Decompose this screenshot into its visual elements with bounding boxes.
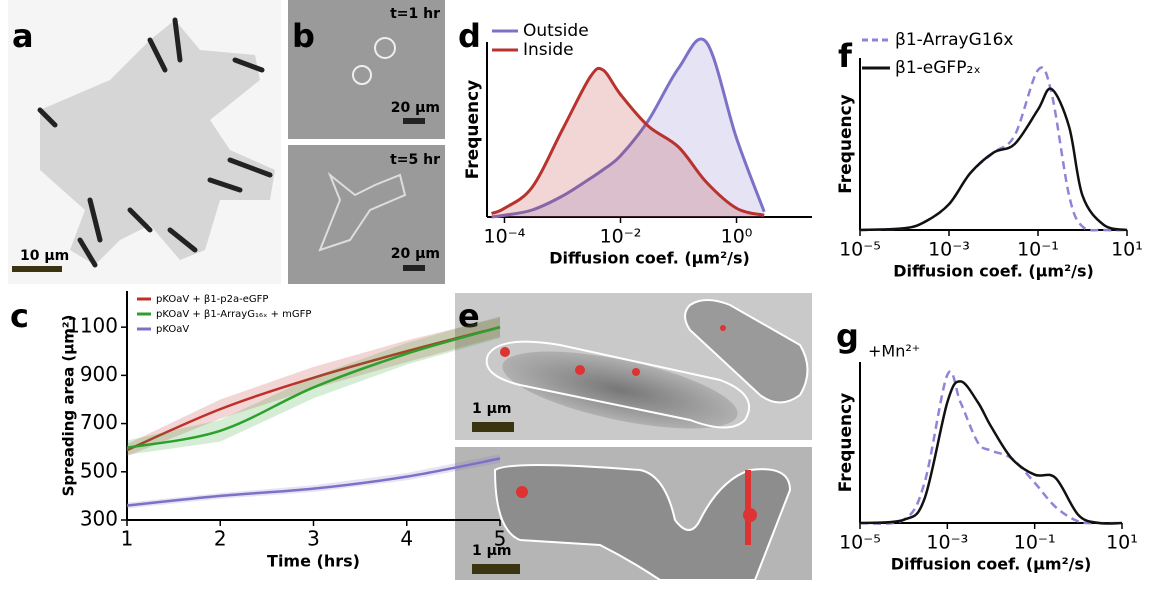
line xyxy=(859,87,1128,232)
y-axis-label: Spreading area (μm²) xyxy=(60,315,78,497)
line xyxy=(126,457,501,507)
scale-bar xyxy=(403,265,425,271)
x-tick-label: 10⁻⁵ xyxy=(839,239,881,261)
x-tick-label: 10⁻⁴ xyxy=(484,226,526,248)
annotation: +Mn²⁺ xyxy=(868,342,920,361)
y-axis-label: Frequency xyxy=(836,94,856,194)
image-label: 20 μm xyxy=(391,246,440,262)
legend-label: pKOaV xyxy=(156,324,189,335)
x-tick-label: 10⁻³ xyxy=(928,239,970,261)
legend-label: β1-eGFP₂ₓ xyxy=(895,58,981,78)
x-tick-label: 10⁰ xyxy=(721,226,753,248)
line xyxy=(859,380,1123,525)
x-axis-label: Diffusion coef. (μm²/s) xyxy=(893,262,1094,281)
legend-label: Outside xyxy=(523,21,589,41)
x-tick-label: 1 xyxy=(121,527,134,551)
x-tick-label: 10⁻⁵ xyxy=(839,532,881,554)
legend-label: Inside xyxy=(523,40,574,60)
cell xyxy=(352,65,372,85)
panel-label: g xyxy=(836,317,859,355)
cell xyxy=(502,351,738,429)
line xyxy=(126,325,501,452)
panel-label: c xyxy=(10,297,29,335)
cell xyxy=(374,37,396,59)
scale-bar xyxy=(403,118,425,124)
image-label: t=1 hr xyxy=(390,6,440,22)
x-axis-label: Diffusion coef. (μm²/s) xyxy=(891,555,1092,574)
image-label: 1 μm xyxy=(472,543,512,559)
image-b1 xyxy=(288,0,445,139)
x-tick-label: 2 xyxy=(214,527,227,551)
cell-outline xyxy=(485,340,751,429)
legend-label: pKOaV + β1-p2a-eGFP xyxy=(156,294,268,305)
y-axis-label: Frequency xyxy=(836,393,856,493)
scale-bar xyxy=(472,422,514,432)
y-tick-label: 900 xyxy=(80,362,118,386)
panel-label: d xyxy=(458,17,481,55)
legend-label: pKOaV + β1-ArrayG₁₆ₓ + mGFP xyxy=(156,309,311,320)
cell-outline xyxy=(684,299,809,404)
legend-label: β1-ArrayG16x xyxy=(895,30,1013,50)
x-axis-label: Time (hrs) xyxy=(267,552,360,571)
scale-bar xyxy=(472,564,520,574)
panel-label: b xyxy=(292,17,315,55)
line xyxy=(491,66,765,217)
line xyxy=(491,37,766,219)
x-tick-label: 5 xyxy=(494,527,507,551)
panel-label: e xyxy=(458,297,480,335)
tracks xyxy=(516,470,757,545)
x-tick-label: 10¹ xyxy=(1106,532,1138,554)
image-label: 20 μm xyxy=(391,100,440,116)
cell-outline xyxy=(493,464,792,581)
x-tick-label: 4 xyxy=(400,527,413,551)
x-tick-label: 3 xyxy=(307,527,320,551)
panel-label: a xyxy=(12,17,34,55)
tracks xyxy=(500,325,726,376)
x-tick-label: 10⁻³ xyxy=(926,532,968,554)
x-tick-label: 10⁻² xyxy=(600,226,642,248)
y-axis-label: Frequency xyxy=(463,80,483,180)
area xyxy=(491,38,765,217)
y-tick-label: 500 xyxy=(80,458,118,482)
cell xyxy=(318,171,407,252)
image-label: 1 μm xyxy=(472,401,512,417)
area xyxy=(491,68,765,218)
error-band xyxy=(127,316,500,455)
x-axis-label: Diffusion coef. (μm²/s) xyxy=(549,249,750,268)
line xyxy=(859,370,1123,525)
x-tick-label: 10¹ xyxy=(1111,239,1143,261)
y-tick-label: 1100 xyxy=(67,314,118,338)
image-a xyxy=(8,0,281,284)
x-tick-label: 10⁻¹ xyxy=(1017,239,1059,261)
y-tick-label: 300 xyxy=(80,507,118,531)
panel-label: f xyxy=(838,37,853,75)
x-tick-label: 10⁻¹ xyxy=(1014,532,1056,554)
image-label: 10 μm xyxy=(20,248,69,264)
y-tick-label: 700 xyxy=(80,410,118,434)
scale-bar xyxy=(12,266,62,272)
image-label: t=5 hr xyxy=(390,152,440,168)
line xyxy=(126,325,501,449)
